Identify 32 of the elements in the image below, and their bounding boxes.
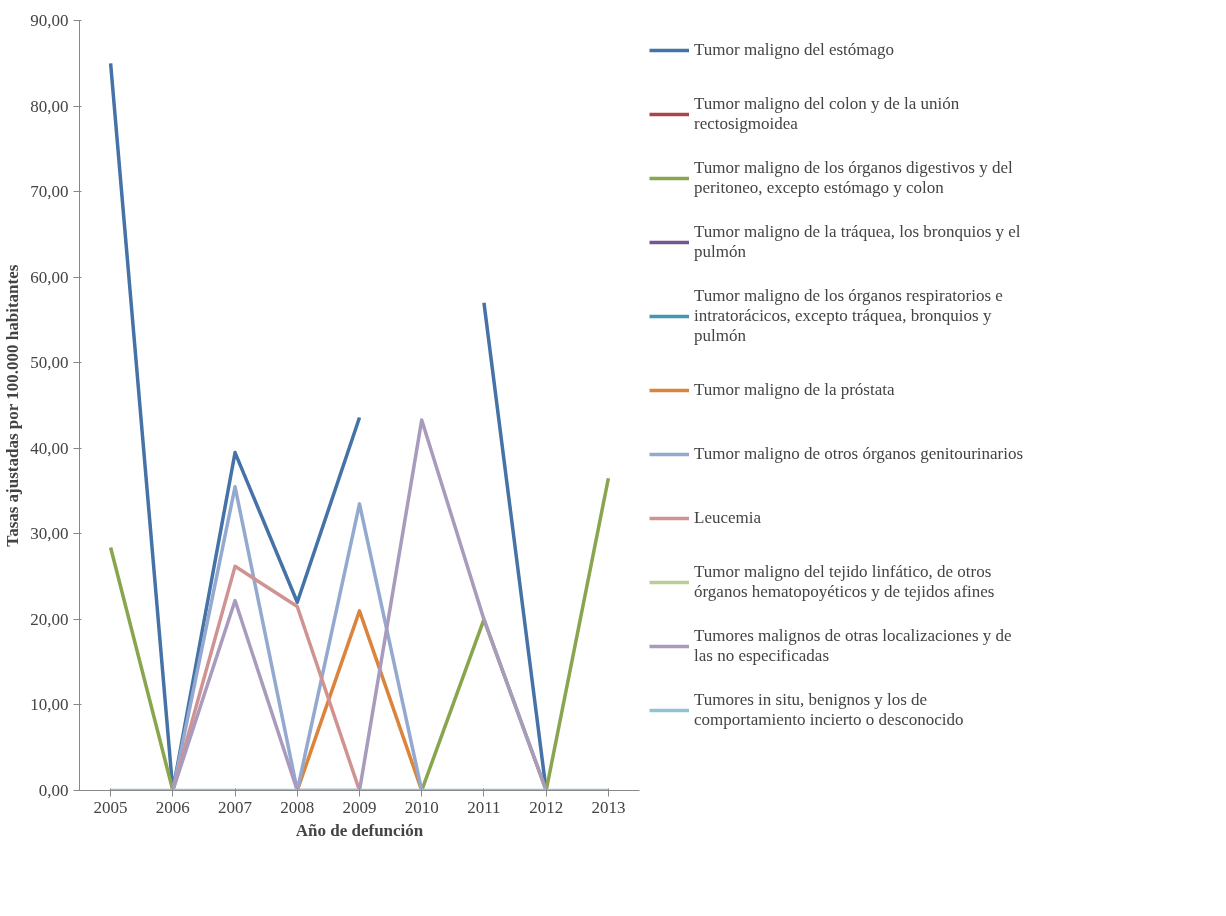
legend-label: Tumor maligno de otros órganos genitourinarios (694, 443, 1024, 465)
x-tick-label: 2009 (342, 797, 377, 817)
y-tick-label: 40,00 (30, 438, 69, 458)
x-tick-label: 2013 (591, 797, 626, 817)
y-tick-label: 30,00 (30, 524, 69, 544)
x-tick-label: 2010 (404, 797, 439, 817)
y-tick-label: 80,00 (30, 96, 69, 116)
legend-label: Tumores in situ, benignos y los de comportamiento incierto o desconocido (694, 690, 964, 730)
x-tick-label: 2007 (218, 797, 253, 817)
legend-label: Tumor maligno del estómago (694, 39, 895, 61)
legend-label: Tumor maligno del tejido linfático, de otros órganos hematopoyéticos y de tejidos afines (694, 562, 995, 602)
legend-label: Tumor maligno del colon y de la unión rectosigmoidea (694, 94, 960, 134)
x-tick-label: 2005 (93, 797, 128, 817)
legend-label: Leucemia (694, 507, 762, 529)
legend-label: Tumor maligno de los órganos respiratorios e intratorácicos, excepto tráquea, bronquios y pulmón (694, 286, 1003, 346)
x-tick-label: 2012 (529, 797, 564, 817)
legend-label: Tumores malignos de otras localizaciones y de las no especificadas (694, 626, 1012, 666)
y-tick-label: 20,00 (30, 609, 69, 629)
y-tick-label: 10,00 (30, 695, 69, 715)
legend-label: Tumor maligno de la próstata (694, 379, 895, 401)
y-tick-label: 50,00 (30, 353, 69, 373)
y-tick-label: 70,00 (30, 182, 69, 202)
x-axis-title: Año de defunción (295, 820, 424, 840)
x-tick-label: 2011 (467, 797, 501, 817)
legend-label: Tumor maligno de la tráquea, los bronquios y el pulmón (694, 222, 1021, 262)
y-tick-label: 90,00 (30, 11, 69, 30)
y-tick-label: 60,00 (30, 267, 69, 287)
legend-label: Tumor maligno de los órganos digestivos y del peritoneo, excepto estómago y colon (694, 158, 1013, 198)
y-axis-title: Tasas ajustadas por 100.000 habitantes (3, 264, 23, 547)
y-tick-label: 0,00 (38, 781, 69, 800)
x-tick-label: 2006 (155, 797, 190, 817)
x-tick-label: 2008 (280, 797, 315, 817)
